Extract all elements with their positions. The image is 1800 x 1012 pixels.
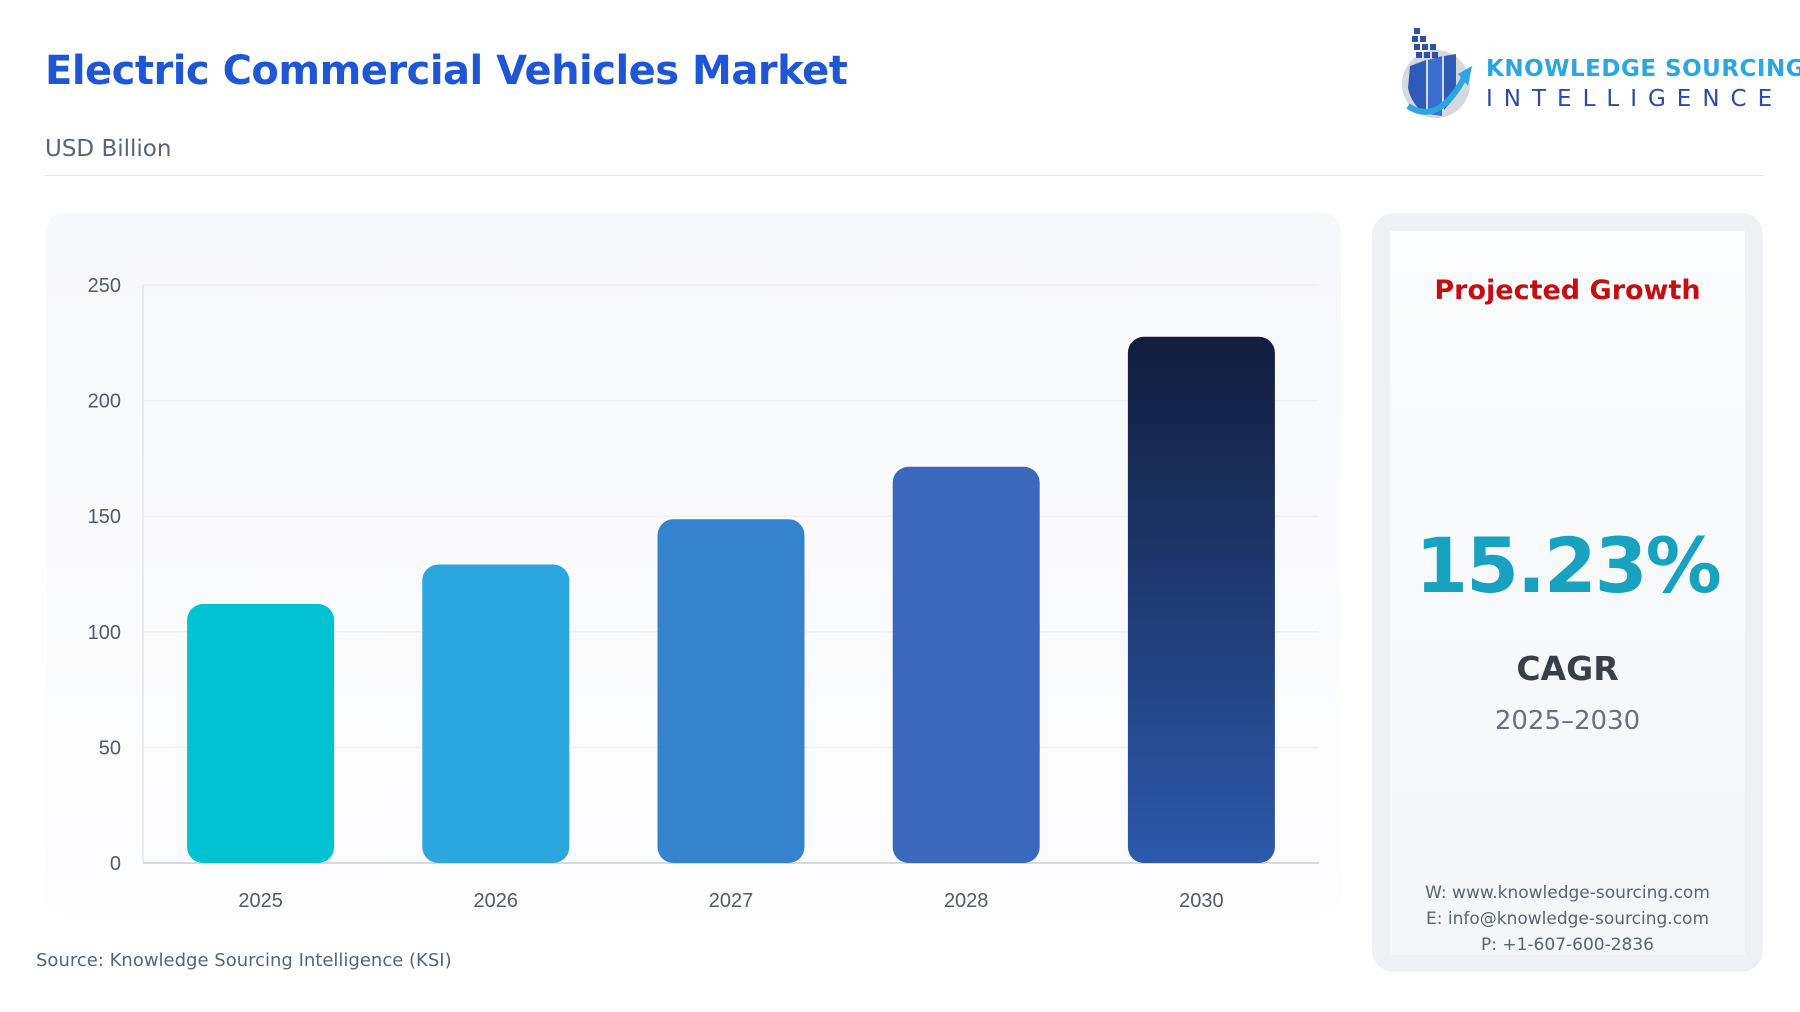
contact-email[interactable]: E: info@knowledge-sourcing.com <box>1425 909 1710 929</box>
y-tick-label: 200 <box>88 391 121 413</box>
y-tick-label: 100 <box>88 622 121 644</box>
bar-2030 <box>1127 336 1275 863</box>
logo-text-line2: INTELLIGENCE <box>1486 86 1784 112</box>
x-tick-label: 2027 <box>709 890 754 912</box>
bar-2026 <box>422 564 570 863</box>
x-tick-label: 2025 <box>238 890 283 912</box>
bar-2025 <box>187 604 335 863</box>
header-divider <box>45 175 1765 176</box>
page-title: Electric Commercial Vehicles Market <box>45 48 848 94</box>
bar-2027 <box>657 519 805 863</box>
growth-panel-inner: Projected Growth 15.23% CAGR 2025–2030 W… <box>1390 231 1745 955</box>
growth-panel: Projected Growth 15.23% CAGR 2025–2030 W… <box>1372 213 1763 972</box>
y-tick-label: 250 <box>88 275 121 297</box>
cagr-period: 2025–2030 <box>1494 706 1641 736</box>
unit-subtitle: USD Billion <box>45 136 172 162</box>
x-tick-label: 2030 <box>1179 890 1224 912</box>
y-tick-label: 0 <box>110 853 121 875</box>
cagr-value: 15.23% <box>1415 521 1722 610</box>
y-tick-label: 150 <box>88 506 121 528</box>
x-tick-label: 2026 <box>474 890 519 912</box>
projected-growth-heading: Projected Growth <box>1434 275 1701 306</box>
cagr-label: CAGR <box>1516 649 1619 688</box>
company-logo: KNOWLEDGE SOURCING INTELLIGENCE <box>1398 26 1800 118</box>
y-tick-label: 50 <box>99 737 121 759</box>
bar-2028 <box>892 466 1040 863</box>
bar-chart: 0 50 100 150 200 250 2025 2026 2027 2028 2030 <box>88 275 1319 912</box>
logo-emblem-icon <box>1402 28 1472 118</box>
x-tick-label: 2028 <box>944 890 989 912</box>
logo-text-line1: KNOWLEDGE SOURCING <box>1486 56 1800 82</box>
source-note: Source: Knowledge Sourcing Intelligence … <box>36 950 452 971</box>
contact-website[interactable]: W: www.knowledge-sourcing.com <box>1425 883 1710 903</box>
contact-phone: P: +1-607-600-2836 <box>1480 935 1654 955</box>
